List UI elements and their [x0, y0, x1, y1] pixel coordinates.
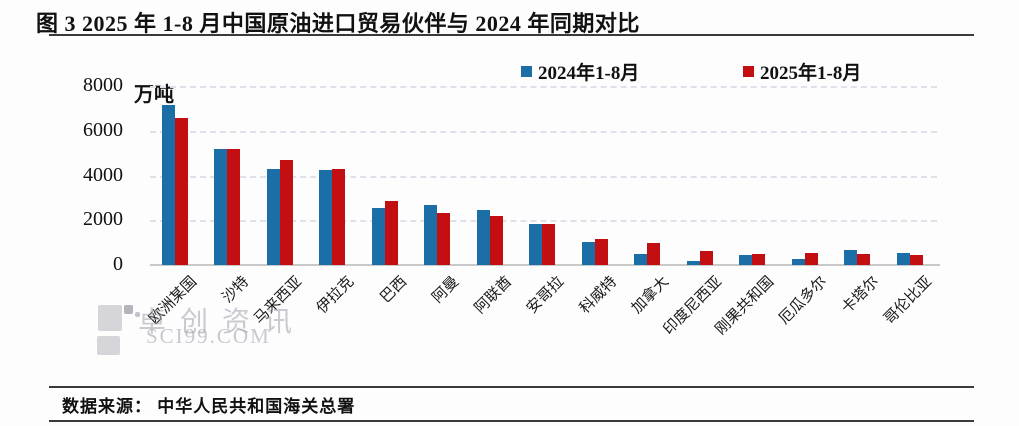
bar-2024年1-8月-卡塔尔 — [844, 250, 858, 265]
bar-2024年1-8月-阿曼 — [424, 205, 438, 265]
bar-2024年1-8月-伊拉克 — [319, 170, 333, 265]
chart-title: 图 3 2025 年 1-8 月中国原油进口贸易伙伴与 2024 年同期对比 — [36, 11, 640, 36]
title-divider — [49, 34, 974, 36]
bar-2025年1-8月-阿联酋 — [489, 216, 503, 265]
bar-2025年1-8月-科威特 — [594, 238, 608, 265]
x-axis-baseline — [150, 264, 940, 266]
bar-2025年1-8月-欧洲某国 — [175, 118, 188, 265]
y-axis-tick-label-2000: 2000 — [83, 208, 123, 231]
gridline-8000 — [150, 86, 937, 88]
y-axis-tick-label-0: 0 — [113, 253, 123, 275]
gridline-2000 — [150, 220, 937, 223]
legend-item-2024: 2024年1-8月 — [521, 58, 639, 85]
bar-2024年1-8月-马来西亚 — [266, 168, 280, 265]
y-axis-tick-label-4000: 4000 — [83, 163, 123, 186]
bar-2025年1-8月-巴西 — [384, 200, 398, 265]
bar-2024年1-8月-安哥拉 — [529, 223, 543, 265]
bar-2025年1-8月-安哥拉 — [542, 223, 556, 265]
x-axis-label-沙特: 沙特 — [220, 273, 253, 307]
bar-2024年1-8月-厄瓜多尔 — [791, 258, 805, 265]
bar-2024年1-8月-科威特 — [581, 241, 595, 265]
bar-2024年1-8月-欧洲某国 — [162, 105, 175, 265]
data-source-text: 数据来源： 中华人民共和国海关总署 — [62, 397, 356, 416]
bar-2024年1-8月-阿联酋 — [476, 210, 490, 265]
bar-2025年1-8月-阿曼 — [437, 212, 451, 265]
bar-2024年1-8月-印度尼西亚 — [686, 260, 700, 265]
gridline-4000 — [150, 175, 937, 178]
x-axis-label-加拿大: 加拿大 — [629, 273, 673, 317]
x-axis-label-阿联酋: 阿联酋 — [471, 273, 515, 317]
legend-label-2025: 2025年1-8月 — [760, 63, 862, 84]
bar-2025年1-8月-刚果共和国 — [752, 253, 766, 265]
bar-2024年1-8月-哥伦比亚 — [896, 252, 910, 265]
bar-2024年1-8月-加拿大 — [634, 253, 648, 265]
chart-legend: 2024年1-8月 2025年1-8月 — [0, 58, 1019, 84]
bar-2025年1-8月-马来西亚 — [279, 159, 293, 265]
y-axis-unit-label: 万吨 — [134, 84, 174, 106]
gridline-6000 — [150, 130, 937, 133]
y-axis-tick-label-8000: 8000 — [83, 74, 123, 96]
x-axis-label-安哥拉: 安哥拉 — [524, 273, 568, 317]
bar-2024年1-8月-沙特 — [214, 148, 228, 265]
bar-2025年1-8月-沙特 — [227, 148, 241, 265]
x-axis-label-科威特: 科威特 — [576, 273, 620, 317]
bar-2025年1-8月-伊拉克 — [332, 168, 346, 265]
x-axis-label-卡塔尔: 卡塔尔 — [839, 273, 883, 317]
legend-swatch-2024 — [521, 66, 532, 77]
x-axis-label-伊拉克: 伊拉克 — [314, 273, 358, 317]
bar-2025年1-8月-卡塔尔 — [857, 254, 871, 265]
bar-2025年1-8月-哥伦比亚 — [909, 254, 923, 265]
footer-divider-bottom — [49, 420, 974, 422]
x-axis-label-马来西亚: 马来西亚 — [251, 273, 306, 328]
footer-divider-top — [49, 386, 974, 388]
x-axis-label-欧洲某国: 欧洲某国 — [146, 273, 201, 328]
y-axis-tick-label-6000: 6000 — [83, 118, 123, 141]
bar-2025年1-8月-加拿大 — [647, 243, 661, 265]
legend-label-2024: 2024年1-8月 — [538, 63, 640, 84]
legend-item-2025: 2025年1-8月 — [743, 58, 861, 85]
x-axis-label-厄瓜多尔: 厄瓜多尔 — [775, 273, 830, 328]
bar-2025年1-8月-印度尼西亚 — [699, 251, 713, 265]
x-axis-label-哥伦比亚: 哥伦比亚 — [880, 273, 935, 328]
bar-2025年1-8月-厄瓜多尔 — [804, 253, 818, 265]
x-axis-label-巴西: 巴西 — [377, 273, 411, 307]
legend-swatch-2025 — [743, 66, 754, 77]
x-axis-label-阿曼: 阿曼 — [429, 273, 463, 307]
bar-2024年1-8月-巴西 — [371, 208, 385, 265]
bar-2024年1-8月-刚果共和国 — [739, 255, 753, 265]
